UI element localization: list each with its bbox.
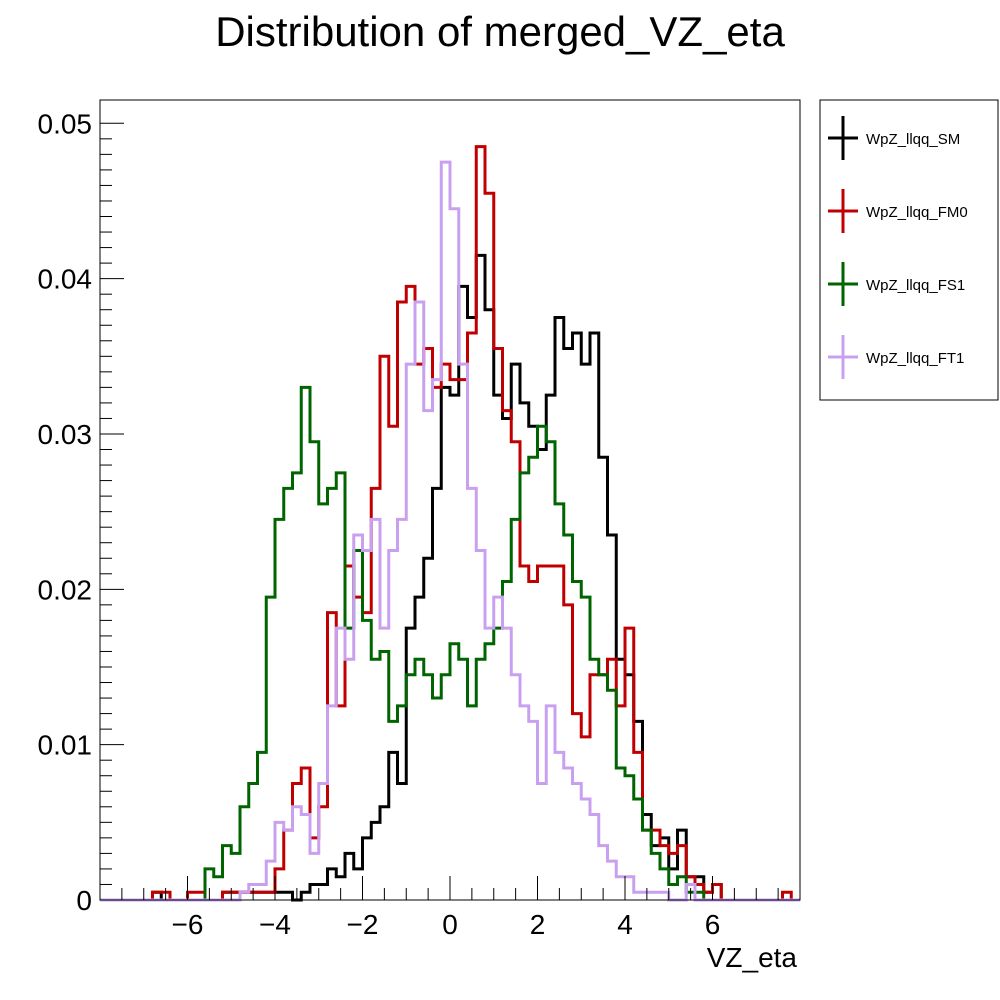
legend-item: WpZ_llqq_SM	[828, 116, 960, 160]
y-tick-label: 0.01	[38, 730, 93, 761]
legend-items: WpZ_llqq_SM WpZ_llqq_FM0 WpZ_llqq_FS1 WpZ_l…	[828, 116, 968, 379]
legend-label: WpZ_llqq_FT1	[866, 350, 964, 367]
y-tick-labels: 0 0.01 0.02 0.03 0.04 0.05	[38, 108, 93, 916]
y-tick-label: 0	[76, 885, 92, 916]
legend-item: WpZ_llqq_FT1	[828, 335, 964, 379]
legend-label: WpZ_llqq_SM	[866, 131, 960, 148]
x-tick-label: −2	[347, 909, 379, 940]
x-tick-label: 6	[705, 909, 721, 940]
x-tick-label: −6	[172, 909, 204, 940]
legend-label: WpZ_llqq_FS1	[866, 277, 965, 294]
series-line-1	[100, 145, 800, 902]
legend-label: WpZ_llqq_FM0	[866, 204, 968, 221]
x-tick-label: 4	[617, 909, 633, 940]
x-tick-label: −4	[259, 909, 291, 940]
axis-ticks	[99, 122, 801, 901]
x-axis-label: VZ_eta	[707, 942, 798, 973]
y-tick-label: 0.03	[38, 419, 93, 450]
y-tick-label: 0.02	[38, 574, 93, 605]
legend-item: WpZ_llqq_FM0	[828, 189, 968, 233]
x-tick-labels: −6 −4 −2 0 2 4 6	[172, 909, 721, 940]
chart-title: Distribution of merged_VZ_eta	[215, 8, 785, 55]
series-group	[100, 145, 800, 902]
x-tick-label: 0	[442, 909, 458, 940]
x-tick-label: 2	[530, 909, 546, 940]
series-line-3	[100, 160, 800, 902]
y-tick-label: 0.05	[38, 108, 93, 139]
series-line-2	[100, 385, 800, 902]
y-tick-label: 0.04	[38, 264, 93, 295]
legend-item: WpZ_llqq_FS1	[828, 262, 965, 306]
legend: WpZ_llqq_SM WpZ_llqq_FM0 WpZ_llqq_FS1 WpZ_l…	[819, 99, 999, 401]
legend-box	[819, 99, 999, 401]
